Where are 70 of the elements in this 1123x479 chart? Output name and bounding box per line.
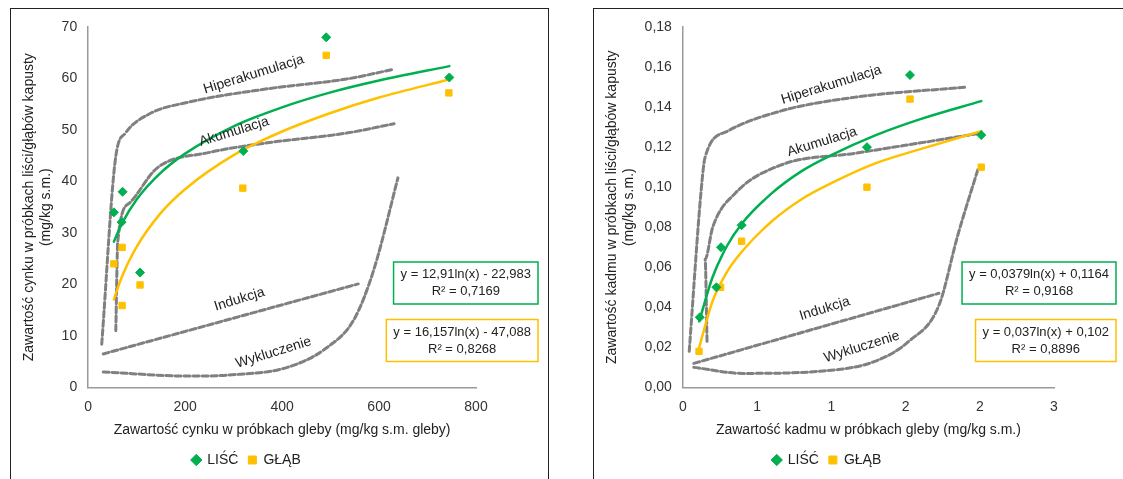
y-axis-title: Zawartość cynku w próbkach liści/głąbów kapusty (mg/kg s.m.) [20, 53, 54, 362]
point [736, 220, 747, 231]
annotation: Indukcja [797, 292, 852, 324]
x-tick-label: 2 [975, 397, 984, 414]
point [239, 184, 247, 192]
annotation: y = 0,0379ln(x) + 0,1164 R² = 0,9168 [969, 265, 1109, 298]
point [906, 95, 914, 103]
point [238, 146, 249, 157]
annotation: Indukcja [211, 282, 267, 314]
line-series [101, 176, 400, 378]
x-tick-label: 3 [1050, 397, 1059, 414]
point [117, 186, 128, 197]
y-tick-label: 0,04 [644, 298, 673, 315]
point [110, 260, 118, 268]
annotation: y = 0,037ln(x) + 0,102 R² = 0,8896 [982, 323, 1110, 356]
y-tick-label: 0,18 [644, 17, 673, 34]
point [321, 32, 332, 43]
point [445, 89, 453, 97]
x-tick-label: 0 [84, 397, 93, 414]
y-tick-label: 0,02 [644, 338, 673, 355]
point [716, 242, 726, 253]
y-tick-label: 60 [61, 69, 78, 86]
y-axis-title: Zawartość kadmu w próbkach liści/głąbów kapusty (mg/kg s.m.) [603, 50, 637, 364]
point [737, 237, 746, 245]
annotation: y = 16,157ln(x) - 47,088 R² = 0,8268 [393, 323, 531, 356]
point [861, 142, 872, 153]
point [977, 163, 985, 171]
y-tick-label: 50 [61, 120, 78, 137]
point [108, 207, 119, 218]
y-tick-label: 0,16 [644, 57, 673, 74]
y-tick-label: 0,14 [644, 97, 673, 114]
y-tick-label: 0,00 [644, 378, 673, 395]
point [695, 347, 703, 356]
legend-label: LIŚĆ [787, 449, 819, 467]
x-axis-title: Zawartość kadmu w próbkach gleby (mg/kg s.m.) [715, 421, 1021, 438]
legend-label: GŁĄB [843, 450, 882, 467]
y-tick-label: 0 [69, 378, 78, 395]
y-tick-label: 70 [61, 17, 78, 34]
point [863, 183, 871, 191]
x-tick-label: 1 [827, 397, 836, 414]
point [136, 281, 144, 289]
point [322, 51, 330, 59]
point [118, 243, 126, 252]
y-tick-label: 20 [61, 275, 78, 292]
point [711, 282, 722, 293]
x-tick-label: 600 [367, 397, 391, 414]
x-tick-label: 200 [173, 397, 198, 414]
y-tick-label: 0,06 [644, 258, 673, 275]
x-tick-label: 0 [678, 397, 687, 414]
x-tick-label: 1 [753, 397, 762, 414]
x-tick-label: 2 [901, 397, 910, 414]
y-tick-label: 10 [61, 326, 78, 343]
y-tick-label: 40 [61, 172, 78, 189]
y-tick-label: 0,08 [644, 218, 673, 235]
point [116, 217, 127, 228]
y-tick-label: 0,12 [644, 137, 673, 154]
annotation: y = 12,91ln(x) - 22,983 R² = 0,7169 [400, 265, 532, 298]
legend-label: LIŚĆ [207, 449, 239, 467]
point [444, 72, 455, 83]
legend-label: GŁĄB [263, 450, 301, 467]
point [976, 130, 987, 141]
x-tick-label: 800 [464, 397, 488, 414]
point [135, 267, 146, 278]
point [118, 301, 126, 310]
point [904, 70, 915, 81]
x-tick-label: 400 [270, 397, 294, 414]
y-tick-label: 0,10 [644, 178, 673, 195]
x-axis-title: Zawartość cynku w próbkach gleby (mg/kg s.m. gleby) [113, 421, 451, 438]
point [694, 312, 705, 323]
y-tick-label: 30 [61, 223, 78, 240]
